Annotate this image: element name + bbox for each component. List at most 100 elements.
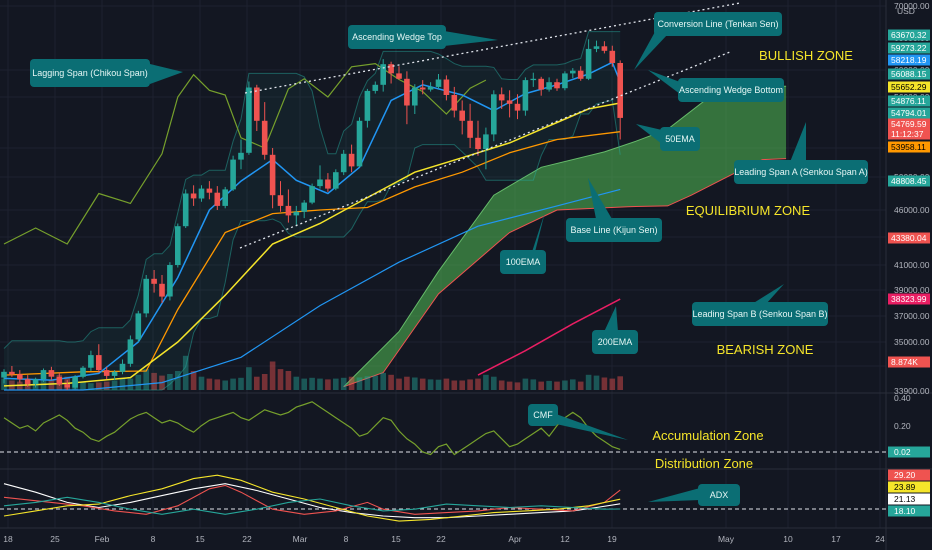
- volume-bar-40: [317, 378, 323, 390]
- callout-text: Lagging Span (Chikou Span): [32, 68, 148, 78]
- price-tag-bg: [888, 29, 930, 41]
- time-tick-label: 17: [831, 534, 841, 544]
- price-tag: 54876.11: [888, 95, 930, 107]
- callout-base-line: Base Line (Kijun Sen): [566, 178, 662, 242]
- callout-pointer: [604, 306, 618, 332]
- volume-bar-60: [475, 378, 481, 390]
- candle-body: [127, 339, 134, 364]
- candle-body: [348, 153, 355, 167]
- wedge-top-line: [244, 2, 741, 94]
- volume-bar-24: [190, 371, 197, 390]
- candle-19: [151, 270, 157, 293]
- candle-76: [601, 41, 608, 54]
- candle-body: [333, 172, 339, 189]
- candle-body: [388, 64, 394, 74]
- time-tick-label: Feb: [95, 534, 110, 544]
- callout-box: [30, 59, 150, 87]
- adx-tag: 23.89: [888, 481, 930, 493]
- callout-text: Leading Span A (Senkou Span A): [734, 167, 868, 177]
- candlesticks: [1, 39, 623, 390]
- callout-wedge-bottom: Ascending Wedge Bottom: [648, 70, 784, 102]
- price-tag: 43380.04: [888, 232, 930, 244]
- callout-text: 200EMA: [598, 337, 633, 347]
- candle-body: [443, 79, 450, 95]
- candle-body: [554, 82, 560, 89]
- price-tag-bg: [888, 232, 930, 244]
- adx-tag-bg: [888, 469, 930, 481]
- candle-body: [514, 103, 521, 111]
- candle-body: [17, 374, 23, 380]
- candle-body: [396, 73, 402, 79]
- callout-text: Conversion Line (Tenkan Sen): [657, 19, 778, 29]
- candle-body: [24, 379, 31, 385]
- volume-bar-27: [214, 379, 221, 390]
- price-tag-bg: [888, 68, 930, 80]
- candle-6: [48, 366, 55, 381]
- lagging-span-line: [3, 62, 487, 245]
- candle-body: [111, 371, 118, 376]
- callout-text: Leading Span B (Senkou Span B): [692, 309, 827, 319]
- adx-tag-label: 23.89: [894, 482, 916, 492]
- candle-body: [459, 110, 465, 121]
- price-axis[interactable]: 70000.0065000.0060000.0056000.0053000.00…: [888, 1, 930, 517]
- ema200-line: [477, 298, 621, 376]
- price-tag-bg: [888, 95, 930, 107]
- adx-pane: [0, 474, 886, 522]
- adx-tag: 29.20: [888, 469, 930, 481]
- volume-bar-74: [585, 374, 592, 390]
- candle-body: [230, 159, 236, 190]
- candle-8: [64, 380, 70, 390]
- callout-box: [566, 218, 662, 242]
- ema50-line: [3, 102, 621, 387]
- price-tag-bg: [888, 107, 930, 119]
- candle-body: [301, 202, 307, 212]
- volume-bar-23: [182, 355, 189, 390]
- price-tag-label: 48808.45: [891, 176, 927, 186]
- price-tag-label: 58218.19: [891, 55, 927, 65]
- candle-body: [56, 376, 63, 385]
- volume-bar-71: [562, 380, 568, 390]
- candle-body: [427, 86, 434, 90]
- adx-tag-bg: [888, 505, 930, 517]
- price-tick-label: 37000.00: [894, 311, 930, 321]
- volume-bar-57: [451, 380, 458, 390]
- candle-body: [1, 371, 7, 378]
- price-tag-label: 59273.22: [891, 43, 927, 53]
- time-tick-label: 8: [344, 534, 349, 544]
- time-tick-label: Apr: [508, 534, 521, 544]
- candle-body: [372, 84, 379, 91]
- volume-bar-66: [522, 378, 529, 390]
- time-tick-label: 22: [242, 534, 252, 544]
- candle-body: [317, 179, 323, 187]
- callout-pointer: [752, 284, 784, 304]
- candle-73: [577, 66, 584, 81]
- price-tag-label: 54794.01: [891, 108, 927, 118]
- candle-14: [111, 370, 118, 381]
- volume-bar-75: [593, 375, 600, 390]
- volume-bar-32: [254, 376, 260, 390]
- cmf-pane: [0, 401, 886, 456]
- callout-box: [734, 160, 868, 184]
- adx-line-red: [3, 484, 621, 515]
- adx-tag-bg: [888, 481, 930, 493]
- candle-body: [506, 100, 513, 104]
- candle-9: [72, 375, 78, 390]
- volume-bar-26: [206, 378, 213, 390]
- adx-tag: 21.13: [888, 493, 930, 505]
- candle-68: [538, 76, 544, 96]
- volume-bar-69: [546, 380, 552, 390]
- candle-body: [222, 189, 228, 206]
- candle-body: [175, 226, 181, 265]
- candle-52: [412, 84, 418, 114]
- candle-38: [301, 200, 307, 219]
- time-axis[interactable]: 18 25 Feb 8 15 22 Mar 8 15 22 Apr 12 19 May 10 17 24: [3, 534, 885, 544]
- candle-17: [135, 310, 142, 342]
- candle-body: [412, 87, 418, 106]
- candle-21: [167, 262, 173, 301]
- volume-bar-73: [577, 381, 584, 390]
- candle-5: [40, 368, 47, 382]
- callout-lagging-span: Lagging Span (Chikou Span): [30, 59, 183, 87]
- volume-bar-39: [309, 377, 315, 390]
- callout-box: [692, 302, 828, 326]
- volume-bar-0: [1, 378, 7, 390]
